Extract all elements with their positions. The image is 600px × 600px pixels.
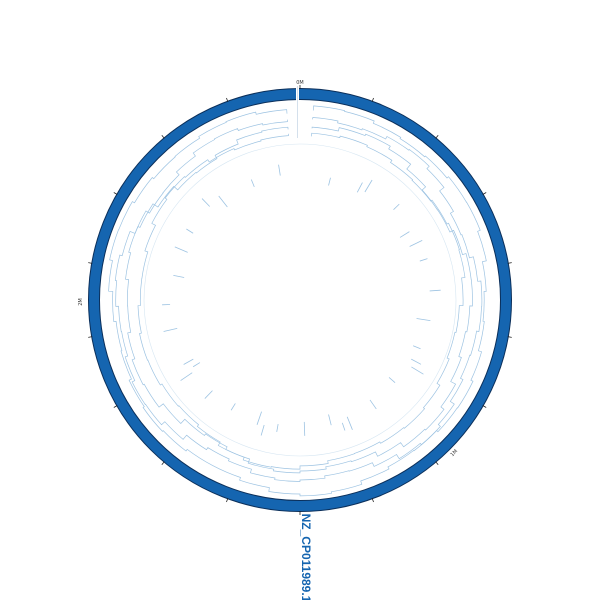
sequence-name-label: NZ_CP011989.1 (299, 514, 313, 600)
feature-mark (357, 183, 362, 193)
feature-mark (251, 179, 254, 186)
tick-mark (436, 135, 439, 138)
feature-mark (184, 359, 194, 364)
feature-mark (342, 423, 345, 431)
tick-mark (162, 462, 165, 465)
feature-tracks (109, 106, 487, 496)
feature-mark (411, 359, 421, 364)
track-line (126, 127, 473, 473)
feature-mark (205, 391, 213, 399)
tick-label-top: 0M (296, 80, 304, 86)
feature-mark (420, 259, 428, 261)
feature-mark (186, 229, 193, 233)
tick-mark (436, 462, 439, 465)
feature-mark (193, 363, 200, 367)
feature-mark (389, 377, 395, 382)
feature-marks (162, 165, 441, 436)
feature-mark (411, 367, 423, 374)
feature-mark (257, 412, 262, 425)
feature-mark (164, 328, 178, 331)
feature-mark (329, 178, 331, 186)
feature-mark (365, 180, 372, 192)
tick-label-bottom-right: 1M (450, 449, 460, 459)
feature-mark (231, 403, 235, 410)
feature-mark (413, 346, 420, 349)
feature-mark (417, 318, 431, 320)
feature-mark (181, 373, 193, 381)
feature-mark (394, 204, 400, 210)
tick-mark (162, 135, 165, 138)
feature-mark (173, 275, 184, 277)
feature-mark (410, 240, 423, 246)
track-line (115, 118, 482, 482)
backbone-ring (94, 86, 506, 506)
feature-mark (279, 165, 281, 176)
backbone-fill (94, 94, 506, 506)
feature-mark (347, 417, 352, 430)
feature-mark (370, 400, 376, 409)
feature-mark (202, 199, 210, 207)
feature-mark (329, 414, 332, 425)
feature-mark (219, 196, 228, 207)
inner-guide (144, 144, 456, 456)
feature-mark (175, 247, 188, 252)
feature-mark (430, 290, 441, 291)
feature-mark (400, 232, 409, 238)
track-line (138, 133, 465, 469)
feature-mark (261, 425, 264, 436)
tick-label-left: 2M (78, 298, 84, 306)
feature-mark (277, 424, 278, 432)
